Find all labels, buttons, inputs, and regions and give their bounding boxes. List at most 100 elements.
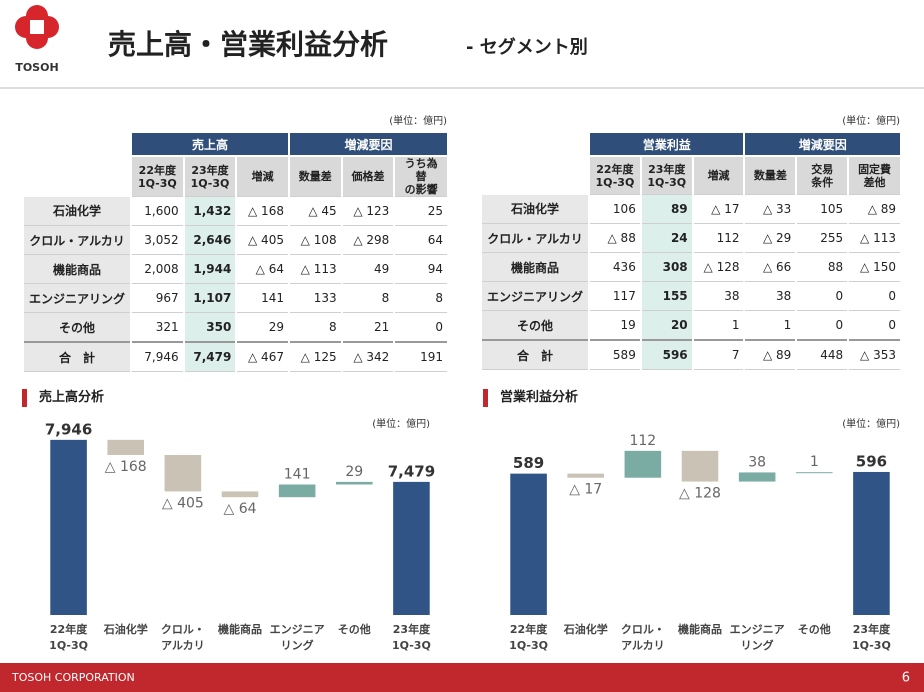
row-label: その他 (22, 312, 131, 343)
cell: △ 125 (287, 341, 342, 372)
row-label: 石油化学 (22, 196, 131, 226)
value-label: 1 (810, 454, 819, 470)
cell: 1 (743, 310, 797, 341)
cell: 255 (795, 223, 849, 253)
table-row: 石油化学 1,600 1,432 △ 168 △ 45 △ 123 25 (22, 196, 447, 226)
value-label: △ 128 (679, 486, 721, 502)
category-label: 機能商品 (678, 623, 722, 636)
unit-label: (単位：億円) (389, 116, 447, 127)
corner (22, 133, 131, 197)
column-row: 22年度 1Q-3Q 23年度 1Q-3Q 増減 数量差 価格差 うち為替 の影響 (23, 156, 447, 197)
column-header: うち為替 の影響 (393, 156, 447, 197)
cell: 49 (340, 254, 395, 284)
cell: △ 113 (287, 254, 342, 284)
column-header: 増減 (691, 156, 745, 195)
column-header: 数量差 (287, 156, 342, 197)
bar (796, 472, 833, 474)
value-label: 112 (629, 433, 656, 449)
cell: 94 (393, 254, 447, 284)
bar (681, 450, 719, 482)
group-header: 売上高 (130, 133, 289, 157)
bar (567, 473, 604, 478)
bar (221, 491, 259, 498)
bar (510, 473, 547, 615)
cell: 20 (639, 310, 693, 341)
cell: △ 113 (847, 223, 900, 253)
cell: 967 (130, 283, 184, 313)
value-label: △ 405 (162, 495, 204, 511)
title: 売上高・営業利益分析 (108, 28, 388, 61)
cell: △ 467 (235, 341, 289, 372)
table-row: その他 19 20 1 1 0 0 (480, 310, 900, 341)
section-title: 営業利益分析 (483, 389, 578, 407)
cell: 7,479 (182, 341, 237, 372)
cell: 0 (795, 281, 849, 311)
cell: △ 168 (235, 196, 289, 226)
value-label: 7,479 (388, 462, 435, 480)
cell: 106 (588, 194, 641, 224)
category-label: 23年度 1Q-3Q (392, 623, 431, 652)
bar (107, 439, 144, 455)
column-header: 価格差 (340, 156, 395, 197)
cell: 1,600 (130, 196, 184, 226)
cell: △ 353 (847, 339, 900, 370)
cell: 89 (639, 194, 693, 224)
logo (15, 5, 59, 49)
cell: 21 (340, 312, 395, 343)
group-header: 増減要因 (287, 133, 447, 157)
column-header: 22年度 1Q-3Q (130, 156, 184, 197)
value-label: △ 168 (105, 459, 147, 475)
row-label: エンジニアリング (22, 283, 131, 313)
value-label: 7,946 (45, 420, 92, 438)
cell: 38 (743, 281, 797, 311)
category-label: クロル・ アルカリ (160, 623, 205, 652)
footer-company: TOSOH CORPORATION (11, 671, 135, 684)
cell: 0 (393, 312, 447, 343)
cell: 191 (393, 341, 447, 372)
cell: 321 (130, 312, 184, 343)
row-label: クロル・アルカリ (22, 225, 131, 255)
cell: 448 (795, 339, 849, 370)
value-label: 29 (345, 464, 363, 480)
cell: 0 (795, 310, 849, 341)
bar (738, 472, 776, 482)
value-label: 38 (748, 454, 766, 470)
table-row: 石油化学 106 89 △ 17 △ 33 105 △ 89 (480, 194, 900, 224)
value-label: △ 17 (569, 482, 602, 498)
category-label: クロル・ アルカリ (620, 623, 665, 652)
footer-bar (0, 663, 924, 692)
bar (164, 454, 202, 492)
cell: △ 405 (235, 225, 289, 255)
cell: △ 17 (691, 194, 745, 224)
unit-label: (単位：億円) (842, 116, 900, 127)
category-label: エンジニア リング (269, 623, 325, 652)
row-label: エンジニアリング (480, 281, 589, 311)
table-row: クロル・アルカリ △ 88 24 112 △ 29 255 △ 113 (480, 223, 900, 253)
column-header: 数量差 (743, 156, 797, 195)
table-row: 合 計 7,946 7,479 △ 467 △ 125 △ 342 191 (22, 341, 447, 372)
table-row: エンジニアリング 967 1,107 141 133 8 8 (22, 283, 447, 313)
cell: 8 (287, 312, 342, 343)
column-header: 23年度 1Q-3Q (639, 156, 693, 195)
cell: 1,107 (182, 283, 237, 313)
subtitle: - セグメント別 (466, 36, 588, 58)
corner (480, 133, 589, 195)
cell: 0 (847, 310, 900, 341)
cell: △ 89 (847, 194, 900, 224)
cell: 0 (847, 281, 900, 311)
cell: 19 (588, 310, 641, 341)
cell: △ 88 (588, 223, 641, 253)
category-label: その他 (797, 623, 831, 636)
table-row: 合 計 589 596 7 △ 89 448 △ 353 (480, 339, 900, 370)
cell: 133 (287, 283, 342, 313)
cell: △ 29 (743, 223, 797, 253)
cell: △ 298 (340, 225, 395, 255)
category-label: 23年度 1Q-3Q (852, 623, 891, 652)
cell: 7 (691, 339, 745, 370)
column-header: 23年度 1Q-3Q (182, 156, 237, 197)
value-label: △ 64 (223, 501, 256, 517)
column-row: 22年度 1Q-3Q 23年度 1Q-3Q 増減 数量差 交易 条件 固定費 差他 (481, 156, 900, 195)
cell: △ 123 (340, 196, 395, 226)
cell: 117 (588, 281, 641, 311)
